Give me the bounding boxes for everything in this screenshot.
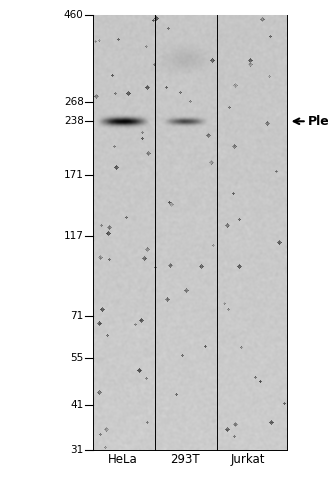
Text: 117: 117: [64, 231, 84, 241]
Text: 55: 55: [71, 353, 84, 363]
Text: 268: 268: [64, 97, 84, 107]
Text: 71: 71: [71, 311, 84, 321]
Text: 238: 238: [64, 116, 84, 126]
Text: Plexin-A3: Plexin-A3: [308, 115, 328, 128]
Text: 171: 171: [64, 170, 84, 180]
Text: 41: 41: [71, 400, 84, 410]
Text: Jurkat: Jurkat: [230, 453, 265, 465]
Text: 460: 460: [64, 10, 84, 20]
Text: HeLa: HeLa: [108, 453, 138, 465]
Text: 31: 31: [71, 445, 84, 455]
Text: 293T: 293T: [171, 453, 200, 465]
